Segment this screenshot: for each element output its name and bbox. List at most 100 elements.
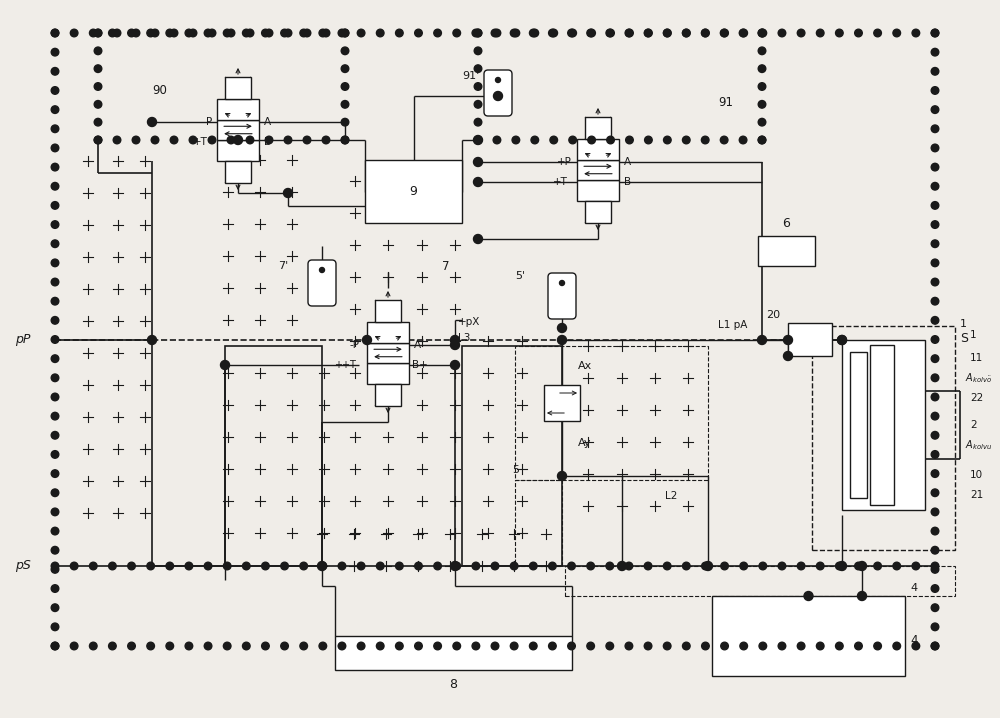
Circle shape bbox=[284, 189, 292, 197]
Circle shape bbox=[531, 29, 539, 37]
Circle shape bbox=[450, 360, 460, 370]
Circle shape bbox=[493, 29, 501, 37]
Circle shape bbox=[128, 642, 135, 650]
Circle shape bbox=[51, 297, 59, 305]
Circle shape bbox=[474, 136, 482, 144]
Circle shape bbox=[758, 65, 766, 73]
Text: $A_{kolv\ddot{o}}$: $A_{kolv\ddot{o}}$ bbox=[965, 371, 992, 385]
Bar bbox=[812, 326, 955, 550]
Circle shape bbox=[234, 136, 242, 144]
Circle shape bbox=[569, 29, 576, 37]
Circle shape bbox=[51, 317, 59, 324]
Bar bbox=[712, 596, 905, 676]
Circle shape bbox=[664, 29, 671, 37]
FancyBboxPatch shape bbox=[548, 273, 576, 319]
Circle shape bbox=[132, 136, 140, 144]
Circle shape bbox=[147, 562, 154, 570]
Circle shape bbox=[147, 642, 154, 650]
Circle shape bbox=[644, 29, 652, 37]
Circle shape bbox=[246, 29, 254, 37]
Circle shape bbox=[931, 470, 939, 477]
Circle shape bbox=[319, 642, 327, 650]
Circle shape bbox=[474, 235, 482, 243]
Circle shape bbox=[558, 472, 566, 480]
Circle shape bbox=[70, 29, 78, 37]
Circle shape bbox=[474, 157, 482, 167]
Circle shape bbox=[855, 562, 862, 570]
Circle shape bbox=[338, 29, 346, 37]
Circle shape bbox=[51, 642, 59, 650]
Circle shape bbox=[758, 29, 766, 37]
Circle shape bbox=[721, 562, 728, 570]
Circle shape bbox=[663, 642, 671, 650]
Circle shape bbox=[51, 623, 59, 630]
Circle shape bbox=[625, 29, 633, 37]
Circle shape bbox=[170, 29, 178, 37]
Circle shape bbox=[855, 29, 862, 37]
Circle shape bbox=[147, 29, 154, 37]
Circle shape bbox=[472, 562, 480, 570]
Circle shape bbox=[204, 562, 212, 570]
Circle shape bbox=[568, 562, 575, 570]
Circle shape bbox=[109, 29, 116, 37]
Circle shape bbox=[857, 592, 866, 600]
Circle shape bbox=[931, 297, 939, 305]
Circle shape bbox=[341, 47, 349, 55]
Circle shape bbox=[208, 136, 216, 144]
Circle shape bbox=[166, 642, 174, 650]
Circle shape bbox=[223, 562, 231, 570]
Circle shape bbox=[740, 29, 747, 37]
Circle shape bbox=[341, 65, 349, 73]
Circle shape bbox=[113, 136, 121, 144]
Circle shape bbox=[931, 355, 939, 363]
Circle shape bbox=[208, 29, 216, 37]
Circle shape bbox=[550, 136, 558, 144]
Circle shape bbox=[319, 562, 327, 570]
Circle shape bbox=[797, 29, 805, 37]
Circle shape bbox=[931, 125, 939, 133]
Circle shape bbox=[320, 268, 324, 273]
Text: 5: 5 bbox=[512, 465, 519, 475]
Text: $A_{kolvu}$: $A_{kolvu}$ bbox=[965, 438, 992, 452]
Circle shape bbox=[434, 29, 441, 37]
Circle shape bbox=[720, 29, 728, 37]
Circle shape bbox=[740, 562, 747, 570]
Circle shape bbox=[223, 642, 231, 650]
Circle shape bbox=[434, 562, 441, 570]
Text: 91': 91' bbox=[462, 71, 479, 81]
Circle shape bbox=[510, 642, 518, 650]
Circle shape bbox=[758, 29, 766, 37]
Text: +pX: +pX bbox=[458, 317, 480, 327]
Circle shape bbox=[721, 29, 728, 37]
Circle shape bbox=[759, 29, 767, 37]
Circle shape bbox=[51, 355, 59, 363]
Circle shape bbox=[185, 29, 193, 37]
Text: Ay: Ay bbox=[578, 438, 592, 448]
Circle shape bbox=[931, 489, 939, 497]
Circle shape bbox=[931, 48, 939, 56]
Circle shape bbox=[300, 562, 307, 570]
Circle shape bbox=[931, 604, 939, 612]
Circle shape bbox=[721, 642, 728, 650]
Text: B+: B+ bbox=[412, 360, 428, 370]
Circle shape bbox=[855, 642, 862, 650]
Circle shape bbox=[51, 412, 59, 420]
Text: ++T: ++T bbox=[334, 360, 356, 370]
Text: 20: 20 bbox=[766, 310, 780, 320]
Bar bbox=[515, 346, 708, 480]
Circle shape bbox=[569, 136, 576, 144]
Bar bbox=[577, 180, 619, 201]
Circle shape bbox=[341, 29, 349, 37]
Circle shape bbox=[558, 335, 566, 345]
Bar bbox=[217, 120, 259, 140]
Circle shape bbox=[474, 83, 482, 90]
Circle shape bbox=[51, 48, 59, 56]
Circle shape bbox=[493, 136, 501, 144]
Circle shape bbox=[549, 29, 556, 37]
Circle shape bbox=[474, 65, 482, 73]
Bar bbox=[585, 201, 611, 223]
Circle shape bbox=[529, 642, 537, 650]
Bar bbox=[375, 300, 401, 322]
Circle shape bbox=[644, 562, 652, 570]
Circle shape bbox=[322, 29, 330, 37]
